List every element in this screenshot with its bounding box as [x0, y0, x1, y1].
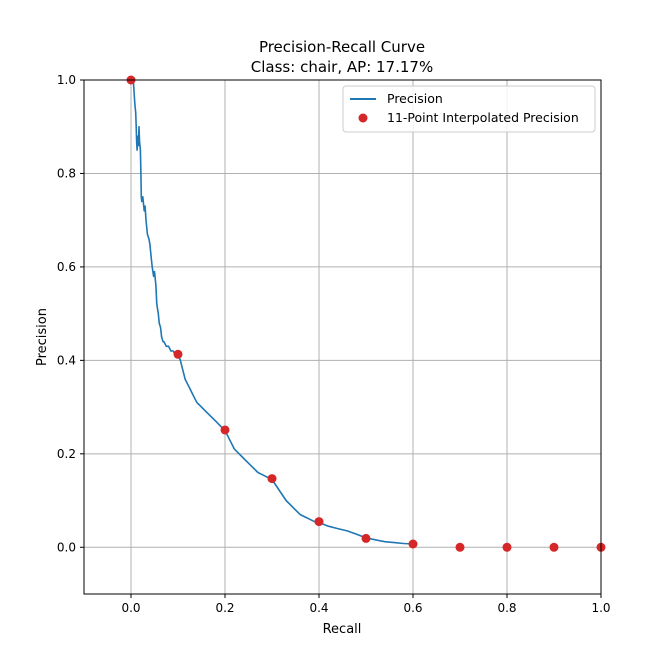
legend-box: [342, 85, 596, 133]
x-axis-label: Recall: [323, 622, 362, 637]
x-tick-label: 1.0: [591, 601, 610, 615]
interpolated-point: [549, 542, 559, 552]
y-axis-label: Precision: [35, 308, 50, 366]
legend-label-precision: Precision: [387, 91, 443, 106]
x-tick-label: 0.4: [309, 601, 328, 615]
interpolated-point: [361, 533, 371, 543]
axis-ticks: 0.0 0.2 0.4 0.6 0.8 1.0 0.0 0.2 0.4 0.6 0.8 1.0: [57, 73, 611, 615]
legend-marker-swatch: [358, 113, 368, 123]
interpolated-point: [314, 517, 324, 527]
interpolated-point: [173, 349, 183, 359]
interpolated-point: [455, 542, 465, 552]
series-layer: [126, 75, 606, 552]
legend-label-interpolated: 11-Point Interpolated Precision: [387, 110, 579, 125]
x-tick-label: 0.6: [403, 601, 422, 615]
precision-line: [131, 79, 414, 545]
y-tick-label: 1.0: [57, 73, 76, 87]
x-tick-label: 0.8: [497, 601, 516, 615]
plot-frame: [83, 79, 602, 595]
legend: Precision 11-Point Interpolated Precisio…: [342, 85, 596, 133]
x-tick-label: 0.0: [121, 601, 140, 615]
y-tick-label: 0.2: [57, 447, 76, 461]
interpolated-point: [220, 425, 230, 435]
grid: [84, 79, 602, 594]
interpolated-point: [502, 542, 512, 552]
y-tick-label: 0.0: [57, 540, 76, 554]
y-tick-label: 0.4: [57, 353, 76, 367]
chart-subtitle: Class: chair, AP: 17.17%: [251, 58, 433, 76]
y-tick-label: 0.6: [57, 260, 76, 274]
interpolated-point: [408, 539, 418, 549]
interpolated-point: [267, 474, 277, 484]
y-tick-label: 0.8: [57, 166, 76, 180]
chart-title: Precision-Recall Curve: [259, 38, 425, 56]
x-tick-label: 0.2: [215, 601, 234, 615]
